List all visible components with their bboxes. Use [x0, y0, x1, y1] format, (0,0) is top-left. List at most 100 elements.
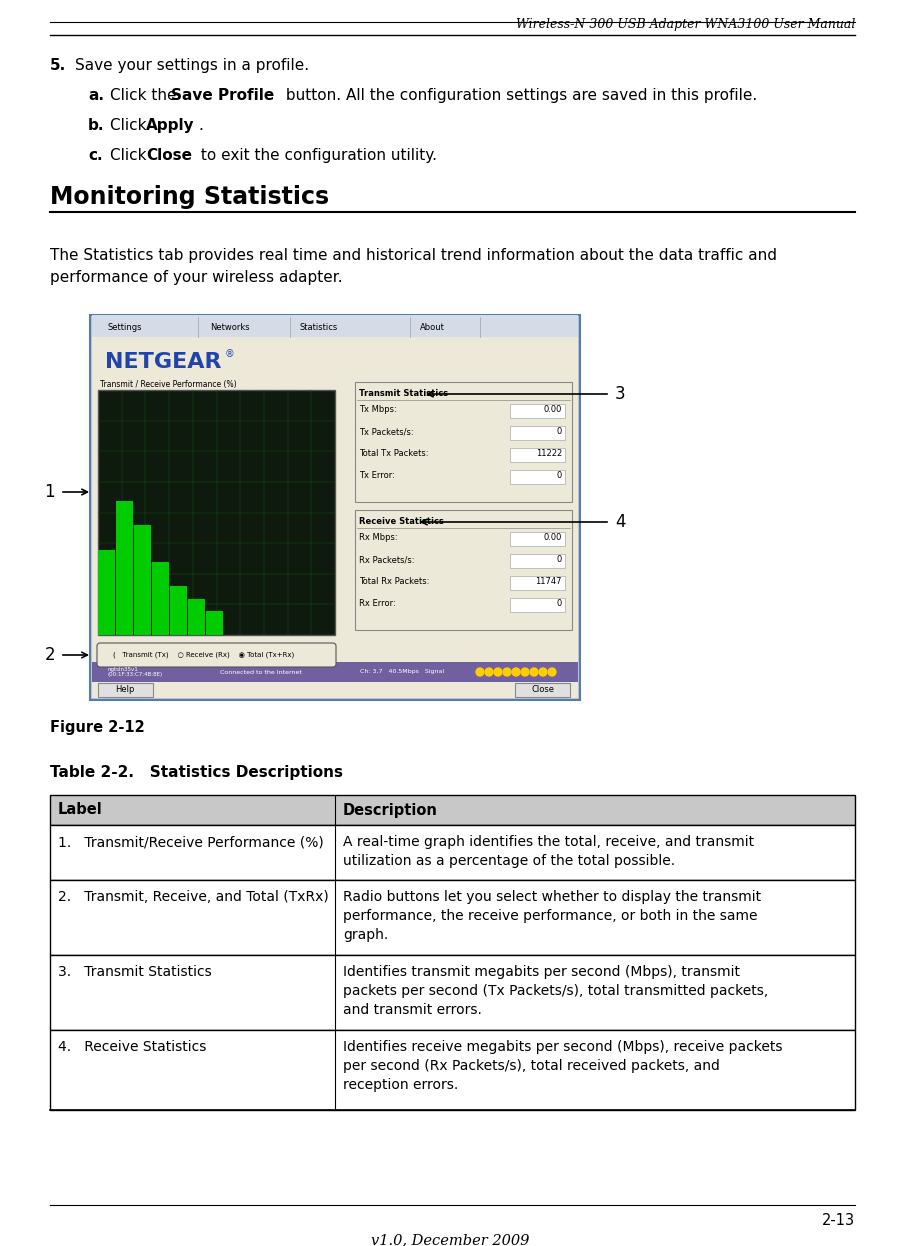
Text: Monitoring Statistics: Monitoring Statistics: [50, 184, 329, 209]
Bar: [152, 562, 169, 635]
Text: Click: Click: [110, 148, 151, 163]
Text: Tx Packets/s:: Tx Packets/s:: [359, 427, 414, 436]
Text: Transmit Statistics: Transmit Statistics: [359, 390, 448, 399]
Text: Label: Label: [58, 802, 103, 817]
Circle shape: [503, 668, 511, 677]
Text: 0.00: 0.00: [543, 405, 562, 415]
Text: 0: 0: [557, 599, 562, 608]
Bar: [116, 501, 133, 635]
Text: ngtsln35v1
(00:1F:33:C7:4B:8E): ngtsln35v1 (00:1F:33:C7:4B:8E): [108, 667, 163, 678]
Text: Tx Mbps:: Tx Mbps:: [359, 405, 396, 415]
Text: 11222: 11222: [536, 450, 562, 459]
Text: 5.: 5.: [50, 59, 67, 74]
Bar: [170, 586, 187, 635]
Text: 4.   Receive Statistics: 4. Receive Statistics: [58, 1040, 206, 1054]
Circle shape: [512, 668, 520, 677]
Bar: [510, 532, 565, 546]
Text: Wireless-N 300 USB Adapter WNA3100 User Manual: Wireless-N 300 USB Adapter WNA3100 User …: [515, 17, 855, 31]
Text: Table 2-2.   Statistics Descriptions: Table 2-2. Statistics Descriptions: [50, 765, 343, 780]
Bar: [50, 880, 855, 954]
Text: 2-13: 2-13: [822, 1214, 855, 1229]
Text: 2.   Transmit, Receive, and Total (TxRx): 2. Transmit, Receive, and Total (TxRx): [58, 890, 329, 905]
Bar: [50, 795, 855, 825]
Text: Help: Help: [115, 685, 134, 694]
Bar: [510, 576, 565, 591]
Text: (   Transmit (Tx)    ○ Receive (Rx)    ◉ Total (Tx+Rx): ( Transmit (Tx) ○ Receive (Rx) ◉ Total (…: [113, 652, 295, 658]
Text: Ch: 3,7   40.5Mbps   Signal: Ch: 3,7 40.5Mbps Signal: [360, 669, 444, 674]
Bar: [355, 383, 572, 502]
Bar: [510, 598, 565, 612]
Bar: [92, 316, 578, 698]
Text: 0: 0: [557, 556, 562, 564]
Text: .: .: [198, 118, 203, 133]
Text: b.: b.: [88, 118, 105, 133]
Bar: [92, 662, 578, 682]
Text: Transmit / Receive Performance (%): Transmit / Receive Performance (%): [100, 380, 237, 390]
Text: 0%: 0%: [103, 629, 114, 635]
Text: 0: 0: [557, 427, 562, 436]
Text: 11747: 11747: [535, 577, 562, 587]
Bar: [510, 554, 565, 568]
Text: a.: a.: [88, 88, 104, 103]
Bar: [515, 683, 570, 697]
Text: Close: Close: [532, 685, 554, 694]
Text: ®: ®: [225, 349, 235, 359]
Text: Networks: Networks: [210, 324, 250, 333]
Text: 1.   Transmit/Receive Performance (%): 1. Transmit/Receive Performance (%): [58, 835, 323, 849]
Text: Click the: Click the: [110, 88, 181, 103]
Text: 3.   Transmit Statistics: 3. Transmit Statistics: [58, 964, 212, 979]
Bar: [98, 549, 115, 635]
Text: NETGEAR: NETGEAR: [105, 353, 222, 373]
Text: Radio buttons let you select whether to display the transmit
performance, the re: Radio buttons let you select whether to …: [343, 890, 761, 942]
Text: 2: 2: [44, 645, 55, 664]
Text: Rx Packets/s:: Rx Packets/s:: [359, 556, 414, 564]
Bar: [510, 426, 565, 440]
Bar: [92, 315, 578, 336]
Bar: [98, 683, 153, 697]
FancyBboxPatch shape: [97, 643, 336, 667]
Text: Statistics: Statistics: [300, 324, 338, 333]
Bar: [50, 1030, 855, 1110]
Text: Connected to the Internet: Connected to the Internet: [220, 669, 302, 674]
Text: Description: Description: [343, 802, 438, 817]
Text: 0.00: 0.00: [543, 533, 562, 542]
Text: 3: 3: [615, 385, 625, 402]
Text: About: About: [420, 324, 445, 333]
Text: Identifies receive megabits per second (Mbps), receive packets
per second (Rx Pa: Identifies receive megabits per second (…: [343, 1040, 782, 1091]
Text: Tx Error:: Tx Error:: [359, 471, 395, 481]
Text: Save Profile: Save Profile: [171, 88, 274, 103]
Text: A real-time graph identifies the total, receive, and transmit
utilization as a p: A real-time graph identifies the total, …: [343, 835, 754, 868]
Circle shape: [494, 668, 502, 677]
Text: Rx Mbps:: Rx Mbps:: [359, 533, 397, 542]
Text: v1.0, December 2009: v1.0, December 2009: [371, 1234, 530, 1246]
Bar: [90, 315, 580, 700]
Bar: [510, 404, 565, 417]
Bar: [98, 390, 335, 635]
Text: Total Tx Packets:: Total Tx Packets:: [359, 450, 429, 459]
Text: Identifies transmit megabits per second (Mbps), transmit
packets per second (Tx : Identifies transmit megabits per second …: [343, 964, 769, 1017]
Text: button. All the configuration settings are saved in this profile.: button. All the configuration settings a…: [281, 88, 757, 103]
Text: 4: 4: [615, 513, 625, 531]
Text: to exit the configuration utility.: to exit the configuration utility.: [196, 148, 437, 163]
Circle shape: [539, 668, 547, 677]
Bar: [188, 599, 205, 635]
Bar: [134, 525, 151, 635]
Text: 1: 1: [44, 483, 55, 501]
Text: Receive Statistics: Receive Statistics: [359, 517, 444, 527]
Text: The Statistics tab provides real time and historical trend information about the: The Statistics tab provides real time an…: [50, 248, 777, 285]
Bar: [50, 954, 855, 1030]
Circle shape: [521, 668, 529, 677]
Text: Rx Error:: Rx Error:: [359, 599, 396, 608]
Circle shape: [476, 668, 484, 677]
Text: Click: Click: [110, 118, 151, 133]
Bar: [510, 449, 565, 462]
Text: Save your settings in a profile.: Save your settings in a profile.: [75, 59, 309, 74]
Bar: [206, 611, 223, 635]
Circle shape: [548, 668, 556, 677]
Circle shape: [485, 668, 493, 677]
Bar: [510, 470, 565, 483]
Text: Close: Close: [146, 148, 192, 163]
Text: Settings: Settings: [108, 324, 142, 333]
Bar: [50, 825, 855, 880]
Text: c.: c.: [88, 148, 103, 163]
